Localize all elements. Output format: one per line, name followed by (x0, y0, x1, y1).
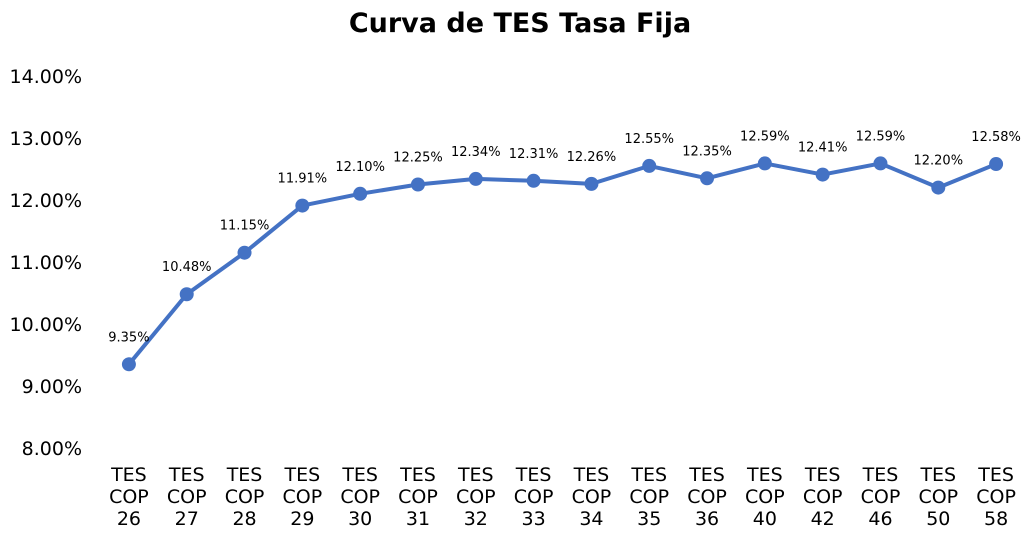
data-point (642, 158, 657, 173)
y-tick-label: 13.00% (10, 128, 82, 150)
x-tick-label: TES COP 46 (861, 464, 901, 530)
data-point (295, 198, 310, 213)
data-label: 11.91% (278, 172, 328, 187)
data-point (873, 156, 888, 171)
series-line (126, 161, 999, 367)
data-point (815, 167, 830, 182)
data-label: 12.59% (740, 129, 790, 144)
data-point (700, 171, 715, 186)
data-label: 12.59% (856, 129, 906, 144)
data-label: 12.26% (567, 150, 617, 165)
y-tick-label: 12.00% (10, 190, 82, 212)
x-tick-label: TES COP 32 (456, 464, 496, 530)
data-point (526, 173, 541, 188)
data-point (410, 177, 425, 192)
x-tick-label: TES COP 36 (687, 464, 727, 530)
data-point (237, 245, 252, 260)
x-tick-label: TES COP 29 (283, 464, 323, 530)
data-label: 12.35% (682, 144, 732, 159)
y-tick-label: 10.00% (10, 314, 82, 336)
x-tick-label: TES COP 42 (803, 464, 843, 530)
data-label: 12.31% (509, 147, 559, 162)
data-point (353, 186, 368, 201)
x-tick-label: TES COP 34 (572, 464, 612, 530)
data-label: 12.55% (624, 132, 674, 147)
data-label: 12.25% (393, 151, 443, 166)
data-label: 11.15% (220, 219, 270, 234)
y-tick-label: 8.00% (22, 438, 82, 460)
data-label: 12.41% (798, 141, 848, 156)
x-tick-label: TES COP 40 (745, 464, 785, 530)
x-tick-label: TES COP 26 (109, 464, 149, 530)
x-tick-label: TES COP 50 (918, 464, 958, 530)
data-label: 12.10% (335, 160, 385, 175)
data-point (179, 287, 194, 302)
data-point (989, 157, 1004, 172)
y-tick-label: 9.00% (22, 376, 82, 398)
x-tick-label: TES COP 35 (629, 464, 669, 530)
x-tick-label: TES COP 27 (167, 464, 207, 530)
data-label: 12.58% (971, 130, 1021, 145)
data-label: 10.48% (162, 260, 212, 275)
x-tick-label: TES COP 33 (514, 464, 554, 530)
y-tick-label: 11.00% (10, 252, 82, 274)
data-point (584, 176, 599, 191)
x-tick-label: TES COP 31 (398, 464, 438, 530)
data-point (468, 171, 483, 186)
x-tick-label: TES COP 28 (225, 464, 265, 530)
data-point (931, 180, 946, 195)
x-tick-label: TES COP 30 (340, 464, 380, 530)
data-label: 9.35% (108, 330, 149, 345)
data-label: 12.34% (451, 145, 501, 160)
data-label: 12.20% (913, 154, 963, 169)
chart-title: Curva de TES Tasa Fija (348, 8, 692, 39)
data-point (757, 156, 772, 171)
x-tick-label: TES COP 58 (976, 464, 1016, 530)
y-tick-label: 14.00% (10, 66, 82, 88)
data-point (121, 357, 136, 372)
